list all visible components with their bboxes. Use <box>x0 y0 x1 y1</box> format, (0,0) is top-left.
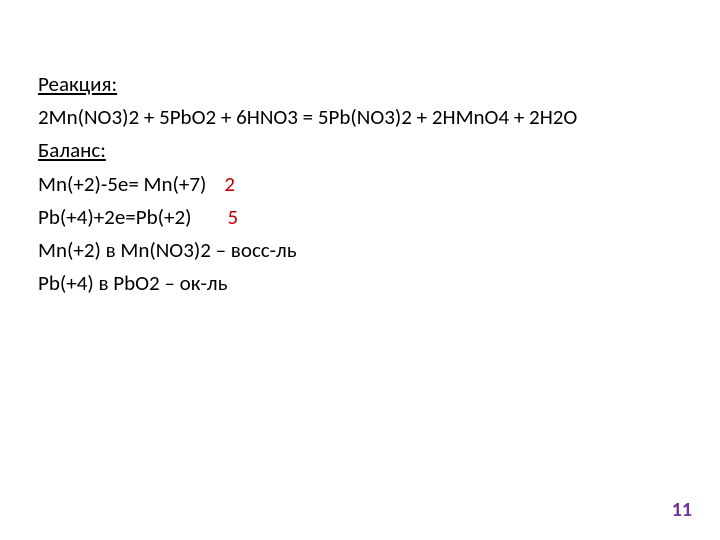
half-reaction-oxidation: Mn(+2)-5е= Mn(+7) 2 <box>38 168 678 201</box>
heading-reaction-text: Реакция: <box>38 71 117 97</box>
oxidation-coef: 2 <box>224 171 235 197</box>
role-oxidizer: Pb(+4) в PbO2 – ок-ль <box>38 267 678 300</box>
reduction-formula: Pb(+4)+2е=Pb(+2) <box>38 204 191 230</box>
equation-line: 2Mn(NO3)2 + 5PbO2 + 6HNO3 = 5Pb(NO3)2 + … <box>38 101 678 134</box>
heading-reaction: Реакция: <box>38 68 678 101</box>
role-reducer: Mn(+2) в Mn(NO3)2 – восс-ль <box>38 234 678 267</box>
slide-content: Реакция: 2Mn(NO3)2 + 5PbO2 + 6HNO3 = 5Pb… <box>38 68 678 300</box>
half-reaction-reduction: Pb(+4)+2е=Pb(+2) 5 <box>38 201 678 234</box>
heading-balance: Баланс: <box>38 134 678 167</box>
heading-balance-text: Баланс: <box>38 137 106 163</box>
reduction-coef: 5 <box>227 204 238 230</box>
oxidation-formula: Mn(+2)-5е= Mn(+7) <box>38 171 206 197</box>
page-number: 11 <box>672 498 692 522</box>
